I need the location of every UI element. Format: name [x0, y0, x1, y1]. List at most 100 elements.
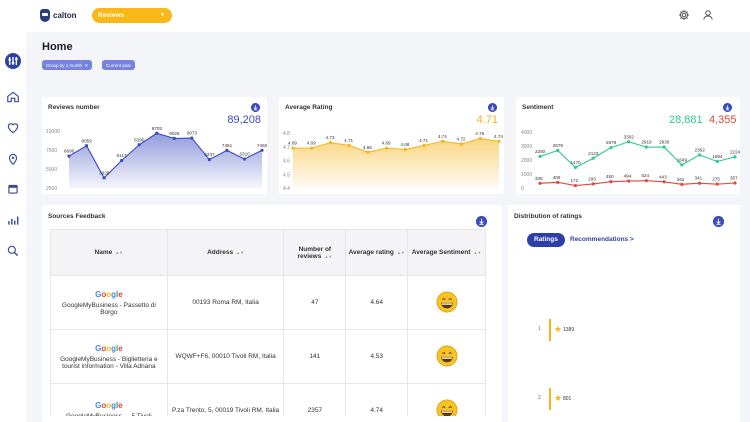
chip-period[interactable]: Current year	[102, 60, 136, 70]
data-label: 7460	[257, 143, 267, 148]
data-point[interactable]	[310, 146, 314, 150]
column-label: Average rating	[348, 249, 394, 256]
data-point[interactable]	[644, 179, 648, 183]
data-point[interactable]	[556, 180, 560, 184]
sidebar-search-icon[interactable]	[6, 244, 20, 258]
data-point[interactable]	[155, 131, 159, 135]
sidebar-filters-icon[interactable]	[5, 53, 21, 69]
sidebar-heart-icon[interactable]	[6, 121, 20, 135]
data-point[interactable]	[478, 136, 482, 141]
column-header-name[interactable]: Name ▲▼	[50, 229, 168, 276]
sidebar-location-icon[interactable]	[6, 152, 20, 166]
gear-icon[interactable]	[678, 9, 690, 21]
download-icon[interactable]	[723, 103, 732, 112]
data-point[interactable]	[385, 146, 389, 150]
data-label: 524	[641, 173, 649, 178]
sidebar-analytics-icon[interactable]	[6, 213, 20, 227]
download-icon[interactable]	[476, 216, 487, 227]
series-line	[293, 137, 500, 153]
chip-group-by[interactable]: Group by 1 month ✕	[42, 60, 93, 70]
sidebar-calendar-icon[interactable]	[6, 182, 20, 196]
card-title: Sentiment	[522, 104, 554, 111]
data-point[interactable]	[137, 143, 141, 147]
user-icon[interactable]	[702, 9, 714, 21]
data-point[interactable]	[662, 145, 666, 149]
data-point[interactable]	[662, 180, 666, 184]
data-point[interactable]	[102, 176, 106, 180]
data-point[interactable]	[291, 146, 295, 150]
data-point[interactable]	[328, 141, 333, 145]
section-dropdown[interactable]: Reviews ▼	[92, 8, 172, 23]
table-row[interactable]: Google GoogleMyBusiness - Passetto di Bor…	[50, 275, 486, 330]
data-point[interactable]	[497, 139, 501, 143]
calton-logo[interactable]: calton	[40, 9, 77, 22]
sort-icon[interactable]: ▲▼	[324, 253, 333, 259]
data-point[interactable]	[207, 157, 211, 162]
sort-icon[interactable]: ▲▼	[473, 250, 482, 255]
y-tick-label: 7500	[46, 148, 57, 154]
download-icon[interactable]	[713, 216, 724, 227]
data-point[interactable]	[733, 181, 737, 185]
data-point[interactable]	[190, 136, 194, 140]
data-point[interactable]	[172, 136, 176, 141]
data-point[interactable]	[538, 181, 542, 185]
data-point[interactable]	[242, 157, 247, 161]
column-header-address[interactable]: Address ▲▼	[166, 229, 285, 276]
column-header-rating[interactable]: Average rating ▲▼	[345, 229, 409, 276]
data-point[interactable]	[644, 145, 648, 149]
data-point[interactable]	[120, 158, 124, 163]
card-title: Average Rating	[285, 104, 333, 111]
table-row[interactable]: Google GoogleMyBusiness - Biglietteria e …	[50, 329, 486, 384]
data-point[interactable]	[697, 181, 702, 185]
data-point[interactable]	[627, 179, 631, 183]
data-point[interactable]	[225, 148, 229, 152]
data-point[interactable]	[733, 155, 737, 159]
sort-icon[interactable]: ▲▼	[396, 250, 405, 255]
data-point[interactable]	[538, 154, 542, 159]
data-point[interactable]	[680, 182, 684, 186]
data-point[interactable]	[680, 163, 684, 167]
data-point[interactable]	[260, 148, 264, 152]
data-point[interactable]	[573, 165, 578, 170]
data-point[interactable]	[84, 144, 89, 148]
column-header-sentiment[interactable]: Average Sentiment ▲▼	[407, 229, 486, 276]
source-name: GoogleMyBusiness - , 5 Tivoli	[66, 413, 152, 416]
data-label: 4.66	[363, 145, 372, 150]
y-tick-label: 3000	[521, 144, 532, 150]
column-header-reviews[interactable]: Number of reviews ▲▼	[283, 229, 347, 276]
data-point[interactable]	[609, 180, 613, 184]
sort-icon[interactable]: ▲▼	[236, 250, 245, 255]
data-point[interactable]	[609, 146, 613, 150]
y-tick-label: 10000	[46, 129, 60, 135]
cell-reviews: 141	[283, 329, 347, 384]
y-tick-label: 4000	[521, 130, 532, 136]
download-icon[interactable]	[251, 103, 260, 112]
data-point[interactable]	[403, 147, 407, 152]
table-row[interactable]: Google GoogleMyBusiness - , 5 Tivoli P.za …	[50, 383, 486, 416]
sidebar-home-icon[interactable]	[6, 90, 20, 104]
close-icon[interactable]: ✕	[83, 62, 89, 68]
cell-name: Google GoogleMyBusiness - Biglietteria e …	[50, 329, 168, 384]
data-point[interactable]	[556, 148, 560, 153]
data-point[interactable]	[573, 183, 578, 188]
card-title: Distribution of ratings	[514, 213, 582, 220]
data-point[interactable]	[715, 182, 719, 186]
data-point[interactable]	[67, 154, 71, 158]
data-point[interactable]	[422, 143, 426, 147]
data-label: 3828	[99, 170, 110, 175]
data-point[interactable]	[591, 156, 595, 160]
data-point[interactable]	[366, 150, 370, 154]
data-point[interactable]	[591, 182, 595, 186]
tab-ratings[interactable]: Ratings	[527, 233, 565, 247]
y-tick-label: 4.6	[283, 159, 290, 165]
sort-icon[interactable]: ▲▼	[115, 250, 124, 255]
data-point[interactable]	[441, 139, 445, 143]
data-point[interactable]	[715, 159, 719, 164]
data-point[interactable]	[697, 153, 702, 157]
download-icon[interactable]	[488, 103, 497, 112]
data-point[interactable]	[459, 142, 464, 146]
chip-group-by-label: Group by 1 month	[46, 62, 83, 68]
tab-recommendations[interactable]: Recommendations >	[570, 236, 634, 243]
data-point[interactable]	[627, 140, 631, 144]
data-point[interactable]	[347, 143, 351, 147]
